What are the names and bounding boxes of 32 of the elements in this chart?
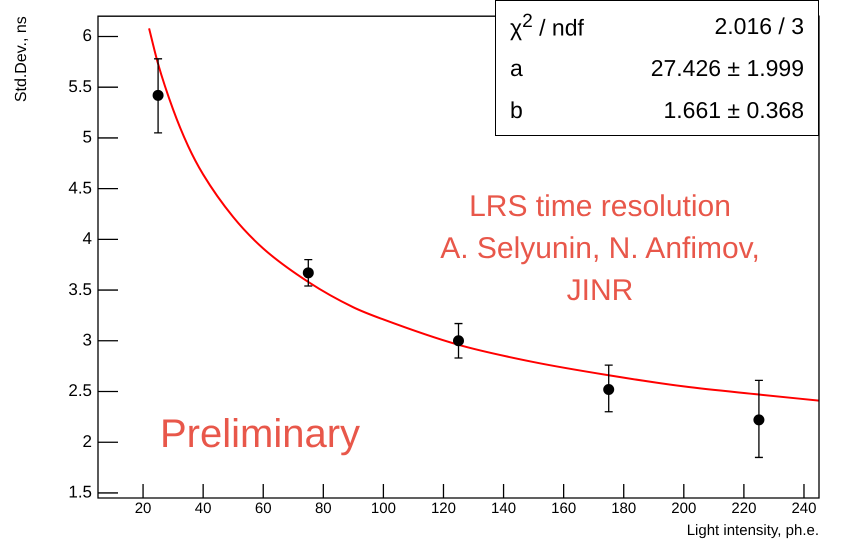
x-tick-label: 80 (314, 500, 332, 518)
annotation: 27.426 ± 1.999 (650, 54, 804, 82)
y-tick-label: 3.5 (68, 280, 92, 299)
annotation: b (510, 96, 523, 124)
x-tick-label: 40 (194, 500, 212, 518)
x-tick-label: 220 (731, 500, 756, 518)
y-tick-label: 2 (82, 432, 92, 451)
y-tick-label: 5.5 (68, 76, 92, 96)
annotation: Preliminary (160, 412, 360, 457)
y-tick-label: 1.5 (68, 482, 92, 502)
y-tick-label: 4 (82, 229, 92, 248)
x-tick-label: 240 (791, 500, 816, 518)
y-tick-label: 2.5 (68, 381, 92, 400)
x-tick-label: 180 (611, 500, 636, 518)
x-tick-label: 60 (254, 500, 272, 518)
x-axis-title: Light intensity, ph.e. (686, 522, 819, 540)
annotation: χ$^{2}$ / ndf (510, 10, 584, 42)
y-axis-title: Std.Dev., ns (13, 16, 30, 102)
annotation: 1.661 ± 0.368 (663, 96, 804, 124)
annotation: a (510, 54, 523, 82)
y-tick-label: 3 (82, 330, 92, 350)
x-tick-label: 140 (491, 500, 516, 518)
y-tick-label: 5 (82, 128, 92, 147)
x-tick-label: 200 (671, 500, 696, 518)
x-tick-label: 120 (430, 500, 456, 518)
x-tick-label: 20 (134, 500, 152, 518)
x-tick-label: 100 (370, 500, 396, 518)
y-tick-label: 4.5 (68, 178, 92, 198)
annotation: 2.016 / 3 (714, 12, 804, 40)
x-tick-label: 160 (551, 500, 576, 518)
y-tick-label: 6 (82, 26, 92, 46)
annotation: LRS time resolution A. Selyunin, N. Anfimov, JINR (439, 189, 761, 309)
